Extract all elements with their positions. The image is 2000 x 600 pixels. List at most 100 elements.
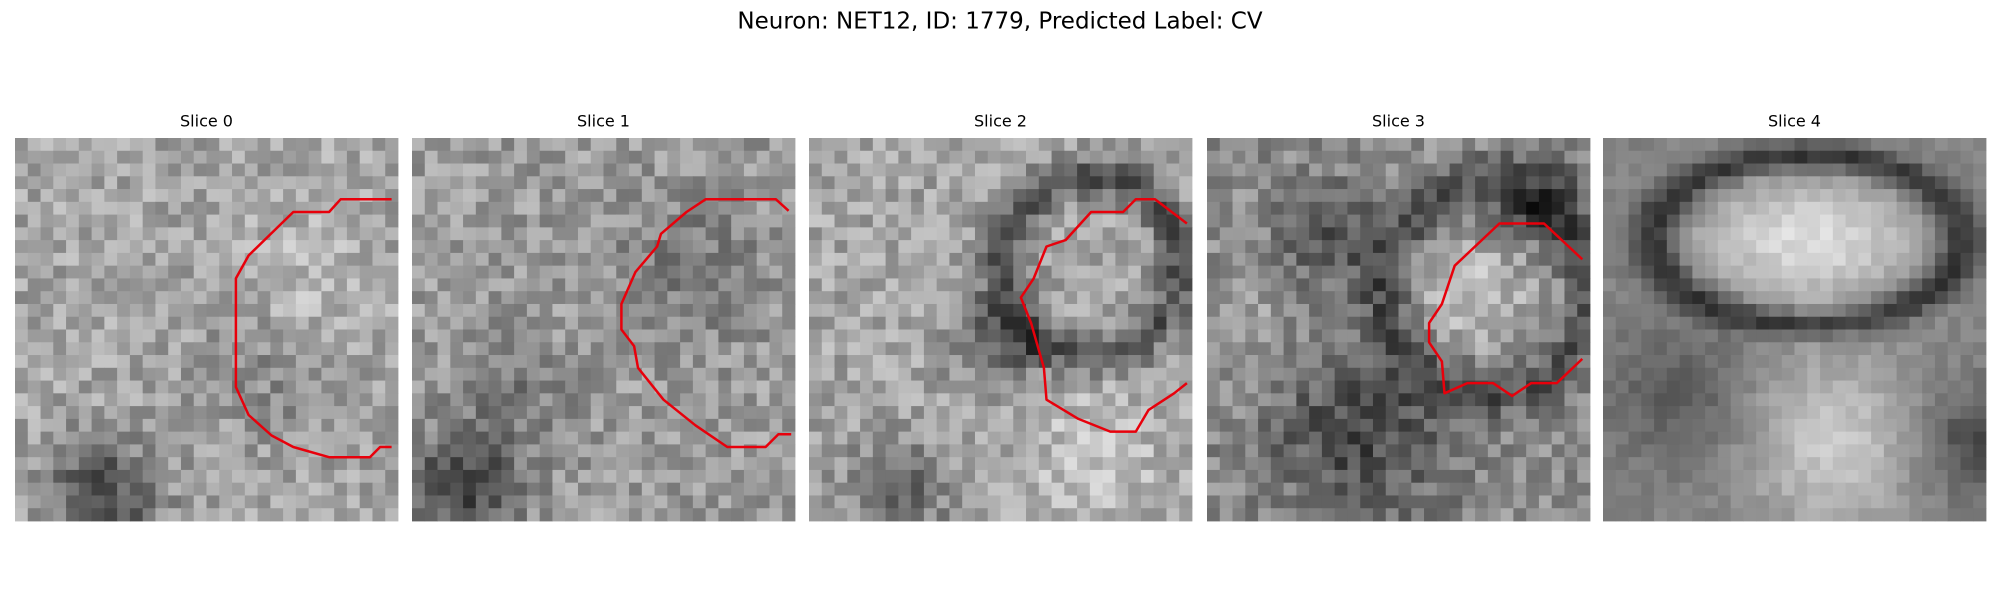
- pixel: [860, 227, 874, 241]
- pixel: [936, 278, 950, 292]
- pixel: [180, 265, 195, 279]
- pixel: [1232, 201, 1246, 215]
- pixel: [334, 303, 348, 318]
- pixel: [1500, 163, 1514, 177]
- pixel: [1768, 469, 1783, 484]
- pixel: [1153, 367, 1167, 381]
- pixel: [834, 240, 848, 254]
- pixel: [1922, 291, 1936, 305]
- pixel: [911, 278, 925, 292]
- pixel: [219, 329, 233, 343]
- pixel: [1038, 482, 1052, 496]
- pixel: [923, 329, 938, 343]
- pixel: [78, 367, 92, 381]
- pixel: [359, 457, 373, 471]
- pixel: [1577, 329, 1591, 343]
- pixel: [1909, 380, 1923, 394]
- pixel: [180, 355, 195, 369]
- pixel: [53, 482, 67, 496]
- pixel: [372, 278, 386, 292]
- pixel: [104, 482, 118, 496]
- pixel: [1013, 482, 1027, 496]
- pixel: [1807, 303, 1821, 318]
- pixel: [27, 291, 41, 305]
- pixel: [270, 367, 284, 381]
- pixel: [1309, 316, 1323, 330]
- pixel: [1334, 342, 1348, 356]
- pixel: [718, 291, 732, 305]
- pixel: [1140, 469, 1155, 484]
- pixel: [283, 278, 297, 292]
- pixel: [1128, 431, 1142, 445]
- pixel: [1207, 278, 1221, 292]
- pixel: [949, 303, 963, 318]
- pixel: [1730, 367, 1744, 381]
- pixel: [1385, 457, 1399, 471]
- pixel: [40, 380, 54, 394]
- pixel: [514, 482, 528, 496]
- pixel: [1232, 227, 1246, 241]
- pixel: [1321, 189, 1336, 203]
- pixel: [91, 303, 105, 318]
- pixel: [949, 406, 963, 420]
- pixel: [1513, 214, 1527, 228]
- pixel: [1449, 418, 1463, 433]
- pixel: [308, 393, 322, 407]
- pixel: [40, 316, 54, 330]
- pixel: [1166, 252, 1180, 267]
- pixel: [629, 482, 643, 496]
- pixel: [1179, 150, 1193, 164]
- pixel: [78, 163, 92, 177]
- pixel: [40, 418, 54, 433]
- pixel: [603, 393, 617, 407]
- pixel: [1077, 227, 1091, 241]
- pixel: [219, 406, 233, 420]
- pixel: [1500, 342, 1514, 356]
- pixel: [847, 163, 861, 177]
- pixel: [1615, 176, 1629, 190]
- pixel: [1756, 138, 1770, 152]
- pixel: [117, 227, 131, 241]
- pixel: [1577, 240, 1591, 254]
- pixel: [1973, 406, 1987, 420]
- pixel: [1960, 138, 1974, 152]
- pixel: [654, 418, 668, 433]
- pixel: [1551, 214, 1565, 228]
- pixel: [193, 278, 207, 292]
- pixel: [450, 316, 464, 330]
- pixel: [78, 444, 92, 458]
- pixel: [1934, 406, 1949, 420]
- pixel: [1679, 227, 1693, 241]
- pixel: [1153, 214, 1167, 228]
- pixel: [206, 303, 220, 318]
- pixel: [692, 189, 707, 203]
- pixel: [129, 367, 144, 381]
- pixel: [232, 214, 246, 228]
- pixel: [104, 138, 118, 152]
- pixel: [1140, 163, 1155, 177]
- pixel: [1385, 176, 1399, 190]
- pixel: [450, 227, 464, 241]
- pixel: [15, 393, 29, 407]
- pixel: [1166, 406, 1180, 420]
- pixel: [1232, 457, 1246, 471]
- pixel: [308, 367, 322, 381]
- slice-panel: Slice 1: [412, 112, 796, 522]
- pixel: [1347, 252, 1361, 267]
- pixel: [1296, 508, 1310, 522]
- pixel: [616, 316, 630, 330]
- pixel: [539, 444, 553, 458]
- pixel: [1207, 508, 1221, 522]
- pixel: [359, 508, 373, 522]
- pixel: [1064, 457, 1078, 471]
- pixel: [1385, 303, 1399, 318]
- pixel: [641, 303, 655, 318]
- pixel: [949, 482, 963, 496]
- pixel: [244, 214, 258, 228]
- pixel: [346, 138, 361, 152]
- pixel: [1871, 469, 1885, 484]
- pixel: [1026, 163, 1040, 177]
- pixel: [244, 457, 258, 471]
- pixel: [1500, 252, 1514, 267]
- pixel: [385, 342, 399, 356]
